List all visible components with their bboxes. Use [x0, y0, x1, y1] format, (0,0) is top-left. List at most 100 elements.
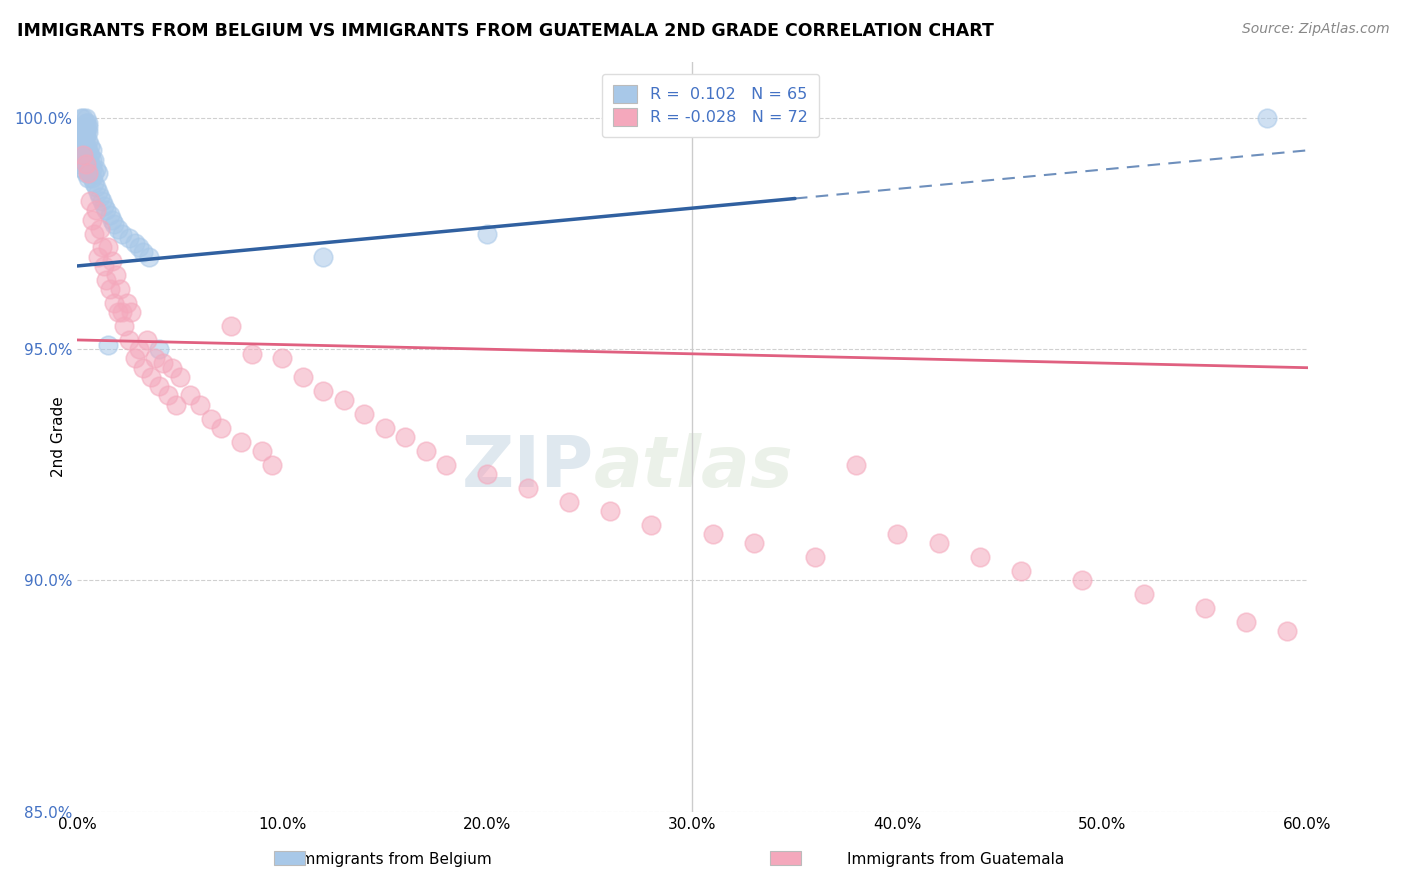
Point	[76, 125, 98, 139]
Point	[517, 481, 540, 495]
Point	[75, 111, 97, 125]
Point	[114, 319, 136, 334]
Point	[80, 171, 103, 186]
Point	[1132, 587, 1154, 601]
Point	[72, 129, 94, 144]
Point	[87, 185, 110, 199]
Point	[1234, 615, 1257, 629]
Point	[291, 370, 314, 384]
Point	[94, 203, 117, 218]
Point	[477, 227, 499, 241]
Point	[742, 536, 765, 550]
Point	[103, 217, 125, 231]
Point	[117, 333, 139, 347]
Point	[97, 240, 120, 254]
Point	[76, 166, 98, 180]
Point	[640, 518, 662, 533]
Point	[886, 527, 908, 541]
Point	[148, 342, 170, 356]
Point	[132, 360, 155, 375]
Point	[79, 194, 101, 209]
Point	[72, 111, 94, 125]
Point	[90, 194, 114, 209]
Point	[169, 370, 191, 384]
Point	[93, 259, 115, 273]
Point	[804, 550, 827, 565]
Point	[101, 212, 124, 227]
Point	[75, 157, 97, 171]
Point	[70, 138, 93, 153]
Point	[200, 411, 222, 425]
Point	[128, 240, 150, 254]
Point	[76, 171, 98, 186]
Point	[70, 111, 93, 125]
Point	[165, 398, 187, 412]
Text: Source: ZipAtlas.com: Source: ZipAtlas.com	[1241, 22, 1389, 37]
Point	[72, 148, 94, 162]
Point	[70, 120, 93, 135]
Point	[143, 351, 166, 366]
Text: Immigrants from Belgium: Immigrants from Belgium	[295, 852, 492, 867]
Point	[79, 138, 101, 153]
Point	[702, 527, 724, 541]
Point	[1010, 564, 1032, 578]
Point	[188, 398, 212, 412]
Point	[262, 458, 284, 472]
Text: IMMIGRANTS FROM BELGIUM VS IMMIGRANTS FROM GUATEMALA 2ND GRADE CORRELATION CHART: IMMIGRANTS FROM BELGIUM VS IMMIGRANTS FR…	[17, 22, 994, 40]
Point	[72, 138, 94, 153]
Point	[97, 337, 120, 351]
Point	[79, 166, 101, 180]
Point	[103, 296, 125, 310]
Point	[87, 250, 110, 264]
Point	[111, 227, 134, 241]
Point	[67, 144, 90, 158]
Point	[89, 189, 111, 203]
Point	[84, 161, 107, 176]
Point	[76, 120, 98, 135]
Point	[1071, 574, 1094, 588]
Point	[132, 245, 155, 260]
Point	[107, 305, 129, 319]
Point	[76, 144, 98, 158]
Point	[80, 153, 103, 167]
Point	[70, 153, 93, 167]
Point	[76, 153, 98, 167]
Point	[124, 235, 146, 250]
Point	[136, 333, 159, 347]
Point	[72, 120, 94, 135]
Point	[436, 458, 458, 472]
Point	[75, 125, 97, 139]
Point	[353, 407, 375, 421]
Point	[75, 120, 97, 135]
Point	[250, 444, 273, 458]
Text: atlas: atlas	[595, 433, 794, 501]
Point	[1275, 624, 1298, 639]
Point	[80, 212, 103, 227]
Point	[83, 153, 105, 167]
Point	[94, 273, 117, 287]
Point	[98, 282, 121, 296]
Point	[79, 157, 101, 171]
Point	[141, 370, 163, 384]
Point	[928, 536, 950, 550]
Point	[72, 148, 94, 162]
Point	[240, 347, 263, 361]
Point	[67, 125, 90, 139]
Point	[969, 550, 991, 565]
Point	[845, 458, 868, 472]
Point	[83, 227, 105, 241]
Point	[107, 222, 129, 236]
Point	[105, 268, 128, 283]
Point	[90, 240, 114, 254]
Point	[477, 467, 499, 481]
Point	[1194, 601, 1216, 615]
Point	[333, 393, 356, 408]
Point	[67, 157, 90, 171]
Point	[312, 250, 335, 264]
Point	[160, 360, 183, 375]
Point	[152, 356, 174, 370]
Point	[79, 148, 101, 162]
Point	[84, 203, 107, 218]
Point	[128, 342, 150, 356]
Point	[75, 166, 97, 180]
